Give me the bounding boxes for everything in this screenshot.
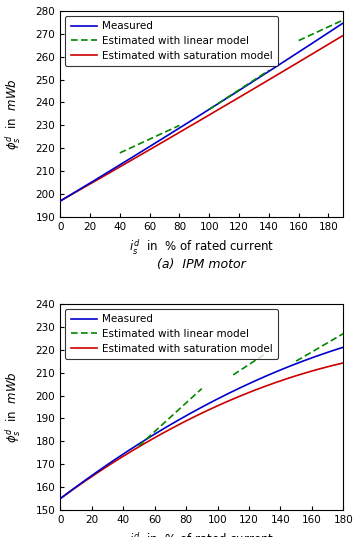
Estimated with saturation model — [226, 398, 230, 404]
Estimated with saturation model — [226, 101, 230, 107]
Y-axis label: $\phi_s^d$  in  $mWb$: $\phi_s^d$ in $mWb$ — [4, 78, 23, 150]
Legend: Measured, Estimated with linear model, Estimated with saturation model: Measured, Estimated with linear model, E… — [65, 309, 278, 359]
Estimated with saturation model — [59, 197, 63, 204]
Estimated with saturation model — [297, 59, 301, 65]
Estimated with saturation model — [227, 397, 231, 404]
Estimated with saturation model — [341, 32, 346, 39]
Line: Estimated with linear model: Estimated with linear model — [139, 389, 202, 446]
X-axis label: $i_s^d$  in  % of rated current: $i_s^d$ in % of rated current — [129, 237, 274, 257]
Line: Measured: Measured — [60, 23, 343, 201]
Measured — [315, 353, 319, 359]
Line: Estimated with linear model: Estimated with linear model — [120, 125, 179, 153]
Measured — [226, 390, 230, 397]
Estimated with saturation model — [58, 198, 62, 204]
Legend: Measured, Estimated with linear model, Estimated with saturation model: Measured, Estimated with linear model, E… — [65, 16, 278, 66]
Measured — [58, 198, 62, 204]
Line: Estimated with saturation model: Estimated with saturation model — [60, 363, 343, 499]
Measured — [59, 495, 63, 501]
Estimated with linear model — [177, 122, 182, 128]
Measured — [227, 390, 231, 396]
Measured — [341, 344, 346, 351]
Measured — [58, 496, 62, 502]
Y-axis label: $\phi_s^d$  in  $mWb$: $\phi_s^d$ in $mWb$ — [4, 371, 23, 443]
Estimated with saturation model — [232, 396, 236, 402]
Estimated with saturation model — [59, 495, 63, 501]
Line: Measured: Measured — [60, 347, 343, 499]
Measured — [232, 91, 236, 97]
Measured — [59, 197, 63, 204]
Estimated with linear model — [118, 150, 122, 156]
Estimated with saturation model — [315, 366, 319, 373]
Estimated with saturation model — [58, 496, 62, 502]
Line: Estimated with saturation model: Estimated with saturation model — [60, 35, 343, 201]
X-axis label: $i_s^d$  in  % of rated current: $i_s^d$ in % of rated current — [129, 531, 274, 537]
Estimated with saturation model — [232, 98, 236, 104]
Measured — [297, 49, 301, 55]
Measured — [227, 94, 231, 100]
Text: (a)  IPM motor: (a) IPM motor — [158, 258, 246, 271]
Estimated with saturation model — [315, 48, 319, 54]
Estimated with saturation model — [341, 360, 346, 366]
Estimated with linear model — [200, 386, 204, 392]
Measured — [341, 20, 346, 26]
Measured — [315, 37, 319, 43]
Estimated with linear model — [137, 442, 141, 449]
Estimated with saturation model — [227, 100, 231, 107]
Estimated with saturation model — [297, 372, 301, 378]
Measured — [232, 388, 236, 394]
Measured — [297, 359, 301, 366]
Measured — [226, 95, 230, 101]
